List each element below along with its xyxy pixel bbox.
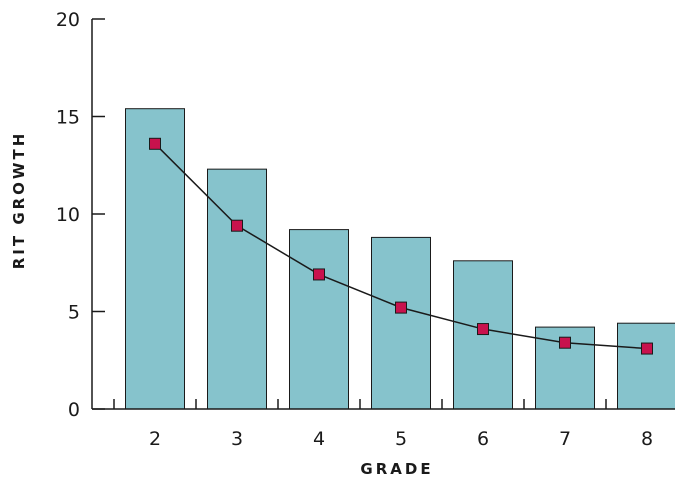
marker-grade-8 xyxy=(641,342,653,355)
x-tick-label-2: 2 xyxy=(149,428,161,450)
bar-grade-2 xyxy=(125,108,185,410)
x-tick-label-8: 8 xyxy=(641,428,653,450)
bar-grade-5 xyxy=(371,236,431,410)
bar-grade-3 xyxy=(207,168,267,410)
y-tick-label-5: 5 xyxy=(68,302,80,324)
y-tick-label-0: 0 xyxy=(68,399,80,421)
bar-grade-4 xyxy=(289,229,349,410)
y-ticks: 0 5 10 15 20 xyxy=(56,9,105,421)
x-ticks: 2 3 4 5 6 7 8 xyxy=(113,399,653,450)
bar-grade-8 xyxy=(617,322,675,410)
marker-grade-3 xyxy=(231,219,243,232)
marker-grade-5 xyxy=(395,301,407,314)
x-tick-label-4: 4 xyxy=(313,428,325,450)
x-tick-label-7: 7 xyxy=(559,428,571,450)
y-axis-title: RIT GROWTH xyxy=(10,131,28,270)
marker-grade-7 xyxy=(559,336,571,349)
marker-grade-2 xyxy=(149,137,161,150)
marker-grade-4 xyxy=(313,268,325,281)
y-tick-label-20: 20 xyxy=(56,9,80,31)
x-tick-label-5: 5 xyxy=(395,428,407,450)
x-tick-label-6: 6 xyxy=(477,428,489,450)
marker-grade-6 xyxy=(477,323,489,336)
y-tick-label-15: 15 xyxy=(56,107,80,129)
bar-series xyxy=(125,108,675,410)
line-series xyxy=(149,137,653,355)
x-tick-label-3: 3 xyxy=(231,428,243,450)
y-tick-label-10: 10 xyxy=(56,204,80,226)
x-axis-title: GRADE xyxy=(360,460,433,477)
